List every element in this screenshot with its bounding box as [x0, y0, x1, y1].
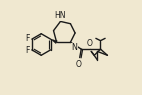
Text: F: F — [25, 46, 29, 55]
Text: O: O — [87, 39, 93, 48]
Text: N: N — [71, 43, 77, 52]
Text: HN: HN — [54, 11, 65, 20]
Polygon shape — [51, 39, 57, 44]
Text: F: F — [25, 34, 29, 43]
Text: O: O — [76, 60, 82, 68]
